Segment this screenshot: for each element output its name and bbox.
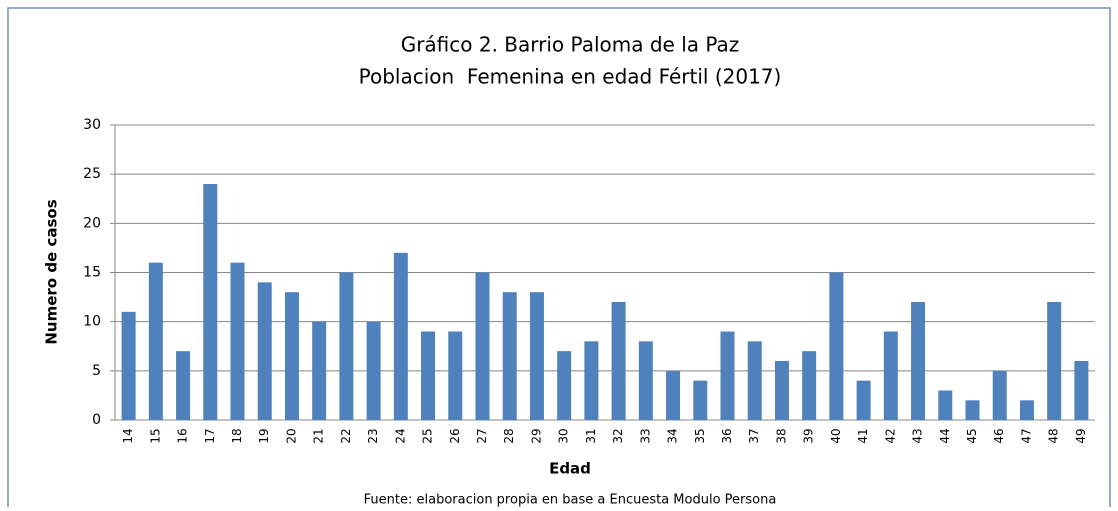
bar xyxy=(720,331,735,420)
bar xyxy=(529,292,544,420)
bar xyxy=(1047,302,1062,420)
x-tick-label: 46 xyxy=(992,428,1006,443)
bar xyxy=(911,302,926,420)
bar xyxy=(965,400,980,420)
x-tick-label: 35 xyxy=(693,428,707,443)
source-note: Fuente: elaboracion propia en base a Enc… xyxy=(364,493,777,508)
bar xyxy=(774,361,789,420)
y-axis-title: Numero de casos xyxy=(43,199,61,344)
x-tick-label: 28 xyxy=(502,428,516,443)
x-tick-label: 48 xyxy=(1047,428,1061,443)
bar xyxy=(148,262,163,420)
x-tick-label: 20 xyxy=(284,428,298,443)
x-tick-label: 29 xyxy=(529,428,543,443)
x-tick-label: 33 xyxy=(638,428,652,443)
x-tick-label: 21 xyxy=(312,428,326,443)
bar xyxy=(312,321,327,420)
x-tick-label: 38 xyxy=(774,428,788,443)
x-tick-label: 44 xyxy=(938,428,952,443)
chart-title: Gráfico 2. Barrio Paloma de la Paz xyxy=(401,33,740,57)
bar xyxy=(421,331,436,420)
bar xyxy=(1074,361,1089,420)
x-tick-label: 24 xyxy=(393,428,407,443)
bar xyxy=(1019,400,1034,420)
x-tick-label: 40 xyxy=(829,428,843,443)
x-tick-label: 31 xyxy=(584,428,598,443)
bar xyxy=(611,302,626,420)
x-tick-label: 26 xyxy=(448,428,462,443)
chart-subtitle: Poblacion Femenina en edad Fértil (2017) xyxy=(359,65,782,89)
bar xyxy=(502,292,517,420)
x-tick-label: 49 xyxy=(1074,428,1088,443)
bar xyxy=(339,272,354,420)
x-tick-label: 36 xyxy=(720,428,734,443)
bar xyxy=(747,341,762,420)
y-tick-label: 25 xyxy=(83,166,101,182)
y-tick-label: 5 xyxy=(92,363,101,379)
x-tick-label: 23 xyxy=(366,428,380,443)
bar xyxy=(693,380,708,420)
x-tick-label: 14 xyxy=(121,428,135,443)
y-tick-label: 15 xyxy=(83,265,101,281)
bar xyxy=(666,370,681,420)
bar xyxy=(557,351,572,420)
x-tick-label: 41 xyxy=(856,428,870,443)
y-tick-label: 20 xyxy=(83,215,101,231)
bar xyxy=(475,272,490,420)
x-tick-label: 17 xyxy=(203,428,217,443)
bar xyxy=(829,272,844,420)
bar xyxy=(284,292,299,420)
y-tick-label: 30 xyxy=(83,117,101,133)
bar xyxy=(856,380,871,420)
x-tick-label: 25 xyxy=(421,428,435,443)
bar xyxy=(203,184,218,420)
y-tick-label: 10 xyxy=(83,314,101,330)
bar xyxy=(938,390,953,420)
x-tick-label: 34 xyxy=(666,428,680,443)
bar xyxy=(230,262,245,420)
x-tick-label: 15 xyxy=(148,428,162,443)
chart-frame xyxy=(7,7,1111,511)
bar xyxy=(992,370,1007,420)
bar xyxy=(584,341,599,420)
bar xyxy=(393,252,408,420)
x-axis-title: Edad xyxy=(549,460,591,478)
x-tick-label: 47 xyxy=(1019,428,1033,443)
x-tick-label: 19 xyxy=(257,428,271,443)
x-tick-label: 18 xyxy=(230,428,244,443)
bar xyxy=(366,321,381,420)
bar xyxy=(638,341,653,420)
bar xyxy=(448,331,463,420)
x-tick-label: 30 xyxy=(557,428,571,443)
x-tick-label: 16 xyxy=(176,428,190,443)
x-tick-label: 37 xyxy=(747,428,761,443)
x-tick-label: 42 xyxy=(883,428,897,443)
bar xyxy=(802,351,817,420)
y-tick-label: 0 xyxy=(92,412,101,428)
bar xyxy=(257,282,272,420)
x-tick-label: 45 xyxy=(965,428,979,443)
x-tick-label: 22 xyxy=(339,428,353,443)
bar xyxy=(121,311,136,420)
x-tick-label: 43 xyxy=(911,428,925,443)
bar xyxy=(176,351,191,420)
x-tick-label: 27 xyxy=(475,428,489,443)
x-tick-label: 39 xyxy=(802,428,816,443)
bar xyxy=(883,331,898,420)
x-tick-label: 32 xyxy=(611,428,625,443)
